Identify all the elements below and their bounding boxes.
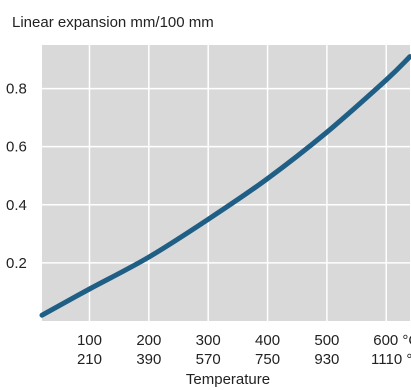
- y-tick-label: 0.4: [6, 197, 27, 214]
- x-tick-label-c: 300: [196, 332, 221, 349]
- x-tick-label-c: 400: [255, 332, 280, 349]
- y-tick-label: 0.2: [6, 255, 27, 272]
- y-tick-label: 0.6: [6, 139, 27, 156]
- y-tick-labels: 0.2 0.4 0.6 0.8: [6, 81, 27, 272]
- expansion-series-line: [39, 54, 411, 318]
- horizontal-gridlines: [42, 87, 410, 264]
- vertical-gridlines: [88, 45, 388, 321]
- x-tick-labels-fahrenheit: 210 390 570 750 930 1110 °F: [77, 351, 411, 368]
- x-tick-label-c: 100: [77, 332, 102, 349]
- y-axis-label: Linear expansion mm/100 mm: [12, 14, 214, 31]
- x-tick-label-f: 750: [255, 351, 280, 368]
- x-tick-label-c: 200: [136, 332, 161, 349]
- x-tick-label-f: 390: [136, 351, 161, 368]
- x-tick-label-f: 930: [314, 351, 339, 368]
- y-tick-label: 0.8: [6, 81, 27, 98]
- x-tick-label-f: 570: [196, 351, 221, 368]
- plot-area: [42, 45, 410, 321]
- x-tick-labels-celsius: 100 200 300 400 500 600 °C: [77, 332, 411, 349]
- x-tick-label-f: 210: [77, 351, 102, 368]
- x-axis-label: Temperature: [186, 371, 270, 388]
- x-tick-label-c: 600 °C: [373, 332, 411, 349]
- x-tick-label-c: 500: [314, 332, 339, 349]
- x-tick-label-f: 1110 °F: [371, 351, 411, 368]
